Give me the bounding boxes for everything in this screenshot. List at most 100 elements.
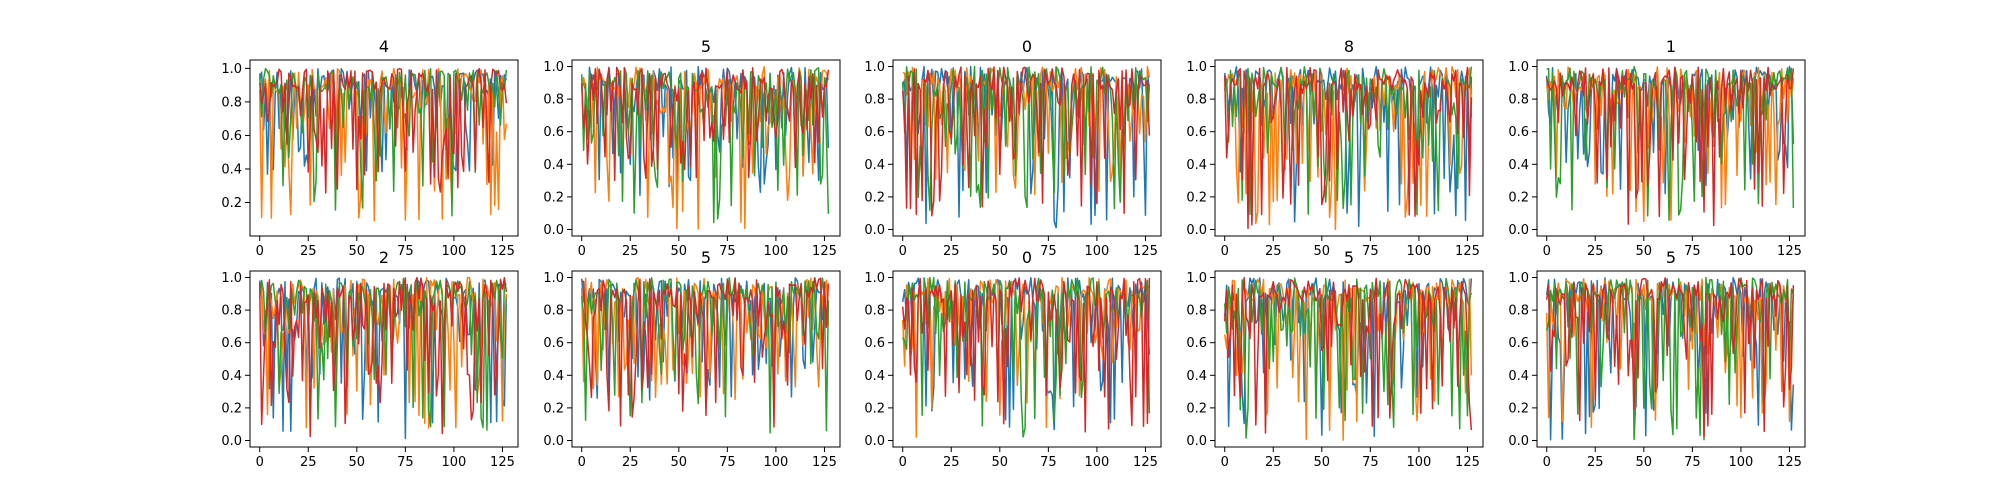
x-tick-label: 125 [1777, 455, 1802, 470]
y-tick-label: 0.0 [864, 434, 885, 449]
x-tick-label: 125 [812, 455, 837, 470]
y-tick-label: 0.0 [1508, 223, 1529, 238]
x-tick-label: 50 [992, 244, 1009, 259]
series-line [1545, 66, 1795, 227]
x-tick-label: 125 [812, 244, 837, 259]
y-tick-label: 0.4 [221, 162, 242, 177]
x-tick-label: 0 [1221, 455, 1229, 470]
x-tick-label: 25 [300, 244, 317, 259]
y-tick-label: 0.0 [1186, 434, 1207, 449]
panel-title: 4 [379, 37, 389, 56]
y-tick-label: 0.0 [1508, 434, 1529, 449]
x-tick-label: 125 [1133, 244, 1158, 259]
x-tick-label: 25 [1265, 455, 1282, 470]
y-tick-label: 0.4 [543, 369, 564, 384]
series-line [1545, 277, 1795, 438]
x-tick-label: 50 [349, 455, 366, 470]
x-tick-label: 100 [441, 244, 466, 259]
x-tick-label: 0 [578, 244, 586, 259]
x-tick-label: 0 [1543, 244, 1551, 259]
x-tick-label: 0 [899, 244, 907, 259]
x-tick-label: 25 [622, 455, 639, 470]
y-tick-label: 0.2 [864, 190, 885, 205]
series-line [901, 66, 1151, 217]
y-tick-label: 0.8 [1508, 93, 1529, 108]
y-tick-label: 0.0 [864, 223, 885, 238]
y-tick-label: 1.0 [864, 60, 885, 75]
x-tick-label: 75 [1040, 455, 1057, 470]
x-tick-label: 100 [1728, 244, 1753, 259]
series-line [1223, 66, 1473, 216]
y-tick-label: 0.6 [543, 125, 564, 140]
x-tick-label: 0 [1221, 244, 1229, 259]
x-tick-label: 125 [490, 244, 515, 259]
axes-frame [892, 59, 1162, 237]
y-tick-label: 0.4 [864, 369, 885, 384]
series-group-3 [1223, 65, 1473, 231]
y-tick-label: 1.0 [1186, 271, 1207, 286]
y-tick-label: 1.0 [1508, 271, 1529, 286]
y-tick-label: 0.6 [1508, 125, 1529, 140]
y-tick-label: 0.2 [1186, 401, 1207, 416]
x-tick-label: 100 [1406, 455, 1431, 470]
x-tick-label: 100 [1084, 244, 1109, 259]
axes-frame [249, 59, 519, 237]
x-tick-label: 0 [899, 455, 907, 470]
subplot-5: 2 0 25 50 75 100 125 0.0 0.2 0.4 0.6 0.8 1.0 [221, 248, 519, 470]
y-tick-label: 0.6 [221, 336, 242, 351]
x-tick-label: 25 [1587, 455, 1604, 470]
axes-frame [1214, 270, 1484, 448]
x-tick-label: 75 [719, 455, 736, 470]
y-tick-label: 0.8 [1186, 93, 1207, 108]
x-tick-label: 125 [1777, 244, 1802, 259]
axes-frame [571, 59, 841, 237]
panel-title: 8 [1344, 37, 1354, 56]
x-tick-label: 50 [671, 244, 688, 259]
y-tick-label: 0.6 [1508, 336, 1529, 351]
y-tick-label: 1.0 [1186, 60, 1207, 75]
x-tick-label: 25 [300, 455, 317, 470]
subplot-4: 1 0 25 50 75 100 125 0.0 0.2 0.4 0.6 0.8 1.0 [1508, 37, 1806, 259]
y-tick-label: 0.8 [864, 93, 885, 108]
x-tick-label: 50 [992, 455, 1009, 470]
y-tick-label: 1.0 [221, 271, 242, 286]
x-tick-label: 50 [1314, 244, 1331, 259]
x-tick-label: 25 [943, 455, 960, 470]
x-tick-label: 125 [490, 455, 515, 470]
series-line [1223, 276, 1473, 434]
y-tick-label: 0.6 [543, 336, 564, 351]
x-tick-label: 100 [1406, 244, 1431, 259]
y-tick-label: 0.4 [1186, 158, 1207, 173]
y-tick-label: 0.6 [864, 125, 885, 140]
series-group-6 [580, 276, 830, 434]
x-tick-label: 75 [397, 244, 414, 259]
series-group-4 [1545, 65, 1795, 227]
x-tick-label: 0 [256, 455, 264, 470]
y-tick-label: 0.2 [1186, 190, 1207, 205]
y-tick-label: 1.0 [221, 62, 242, 77]
x-tick-label: 50 [671, 455, 688, 470]
subplot-0: 4 0 25 50 75 100 125 0.2 0.4 0.6 0.8 1.0 [221, 37, 519, 259]
axes-frame [892, 270, 1162, 448]
y-tick-label: 0.6 [1186, 336, 1207, 351]
series-line [581, 276, 830, 428]
subplot-7: 0 0 25 50 75 100 125 0.0 0.2 0.4 0.6 0.8 1.0 [864, 248, 1162, 470]
x-tick-label: 0 [256, 244, 264, 259]
y-tick-label: 0.8 [1186, 304, 1207, 319]
x-tick-label: 100 [441, 455, 466, 470]
y-tick-label: 0.2 [543, 401, 564, 416]
y-tick-label: 0.2 [221, 401, 242, 416]
x-tick-label: 50 [349, 244, 366, 259]
y-tick-label: 0.6 [864, 336, 885, 351]
y-tick-label: 0.4 [1186, 369, 1207, 384]
y-tick-label: 0.0 [1186, 223, 1207, 238]
x-tick-label: 125 [1133, 455, 1158, 470]
panel-title: 5 [1344, 248, 1354, 267]
series-line [258, 67, 508, 194]
x-tick-label: 75 [397, 455, 414, 470]
x-tick-label: 25 [622, 244, 639, 259]
y-tick-label: 0.8 [221, 304, 242, 319]
